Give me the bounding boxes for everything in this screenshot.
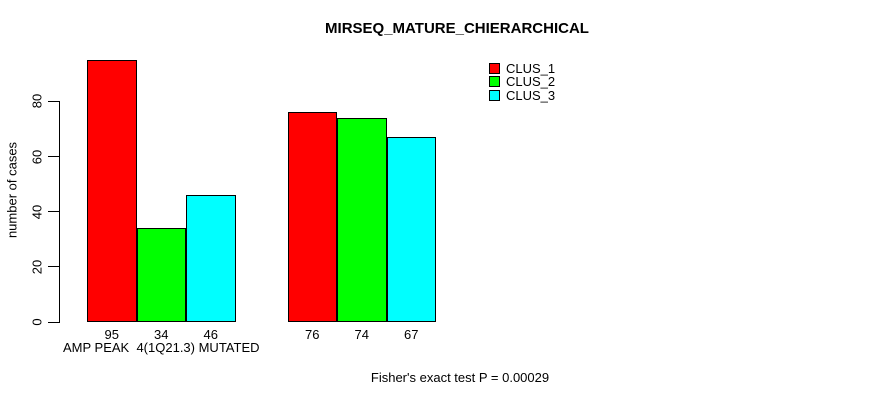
footnote-text: Fisher's exact test P = 0.00029: [370, 370, 550, 385]
bar-value-label: 34: [154, 327, 169, 342]
y-axis-line: [59, 101, 60, 323]
y-tick-label: 20: [29, 259, 45, 275]
y-tick-label: 80: [29, 94, 45, 109]
y-tick-mark: [48, 156, 59, 158]
y-tick-mark: [48, 321, 59, 323]
legend-swatch-clus_3: [489, 89, 500, 101]
bar-value-label: 67: [404, 327, 419, 342]
legend-row: CLUS_3: [489, 87, 556, 103]
bar-clus_2-group1: [136, 228, 186, 322]
bar-clus_1-group1: [87, 60, 137, 322]
legend-label: CLUS_3: [506, 87, 556, 103]
bar-clus_3-group1: [186, 195, 236, 322]
y-axis-label: number of cases: [4, 141, 20, 239]
legend-swatch-clus_1: [489, 63, 500, 75]
legend-label: CLUS_1: [506, 61, 556, 77]
legend-row: CLUS_1: [489, 61, 556, 77]
bar-clus_3-group2: [386, 137, 436, 322]
y-tick-label: 40: [29, 204, 45, 219]
bar-clus_1-group2: [287, 112, 337, 322]
bar-value-label: 46: [203, 327, 218, 342]
bar-value-label: 76: [305, 327, 320, 342]
chart-title: MIRSEQ_MATURE_CHIERARCHICAL: [325, 20, 589, 37]
legend-swatch-clus_2: [489, 76, 500, 88]
y-tick-mark: [48, 266, 59, 268]
bar-value-label: 95: [104, 327, 119, 342]
legend-row: CLUS_2: [489, 74, 556, 90]
bar-clus_2-group2: [337, 117, 387, 322]
y-tick-label: 0: [29, 318, 45, 326]
legend: CLUS_1 CLUS_2 CLUS_3: [489, 61, 556, 103]
legend-label: CLUS_2: [506, 74, 556, 90]
y-tick-label: 60: [29, 149, 45, 164]
y-tick-mark: [48, 211, 59, 213]
bar-value-label: 74: [354, 327, 369, 342]
x-axis-group-label: AMP PEAK 4(1Q21.3) MUTATED: [63, 340, 260, 355]
y-tick-mark: [48, 100, 59, 102]
